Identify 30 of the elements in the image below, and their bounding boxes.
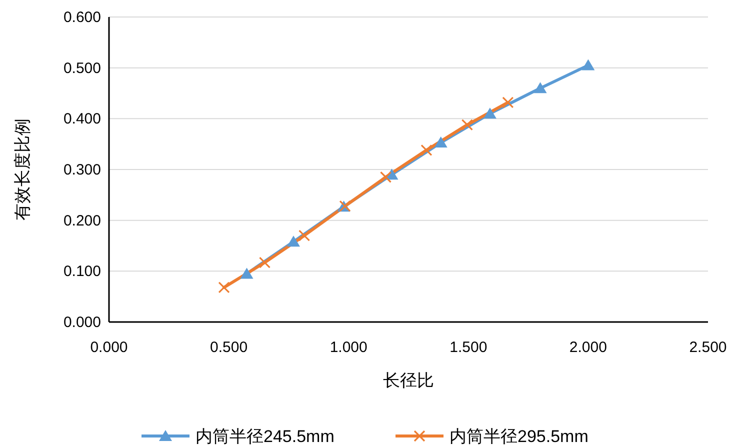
y-tick-label: 0.600	[63, 9, 101, 26]
point	[420, 144, 432, 156]
x-tick-label: 2.500	[689, 339, 727, 356]
y-tick-label: 0.000	[63, 314, 101, 331]
x-tick-label: 0.000	[90, 339, 128, 356]
y-tick-label: 0.400	[63, 110, 101, 128]
point	[483, 108, 496, 119]
y-tick-label: 0.100	[63, 263, 101, 280]
x-tick-label: 2.000	[569, 339, 607, 356]
point	[380, 171, 392, 183]
legend-label: 内筒半径295.5mm	[450, 427, 588, 446]
point	[286, 236, 300, 247]
point	[534, 82, 547, 94]
x-tick-label: 1.500	[450, 339, 488, 356]
y-tick-label: 0.300	[63, 162, 101, 178]
legend-label: 内筒半径245.5mm	[196, 427, 334, 446]
y-axis-title: 有效长度比例	[13, 118, 32, 220]
point	[502, 96, 514, 108]
y-tick-label: 0.200	[63, 212, 101, 230]
y-tick-label: 0.500	[63, 60, 101, 77]
x-axis-title: 长径比	[383, 371, 434, 390]
point	[258, 256, 271, 268]
point	[434, 136, 448, 148]
x-tick-label: 1.000	[330, 339, 368, 356]
point	[461, 118, 473, 131]
point	[582, 59, 595, 70]
point	[240, 268, 254, 279]
point	[298, 230, 310, 242]
point	[218, 282, 230, 294]
x-tick-label: 0.500	[210, 339, 248, 356]
